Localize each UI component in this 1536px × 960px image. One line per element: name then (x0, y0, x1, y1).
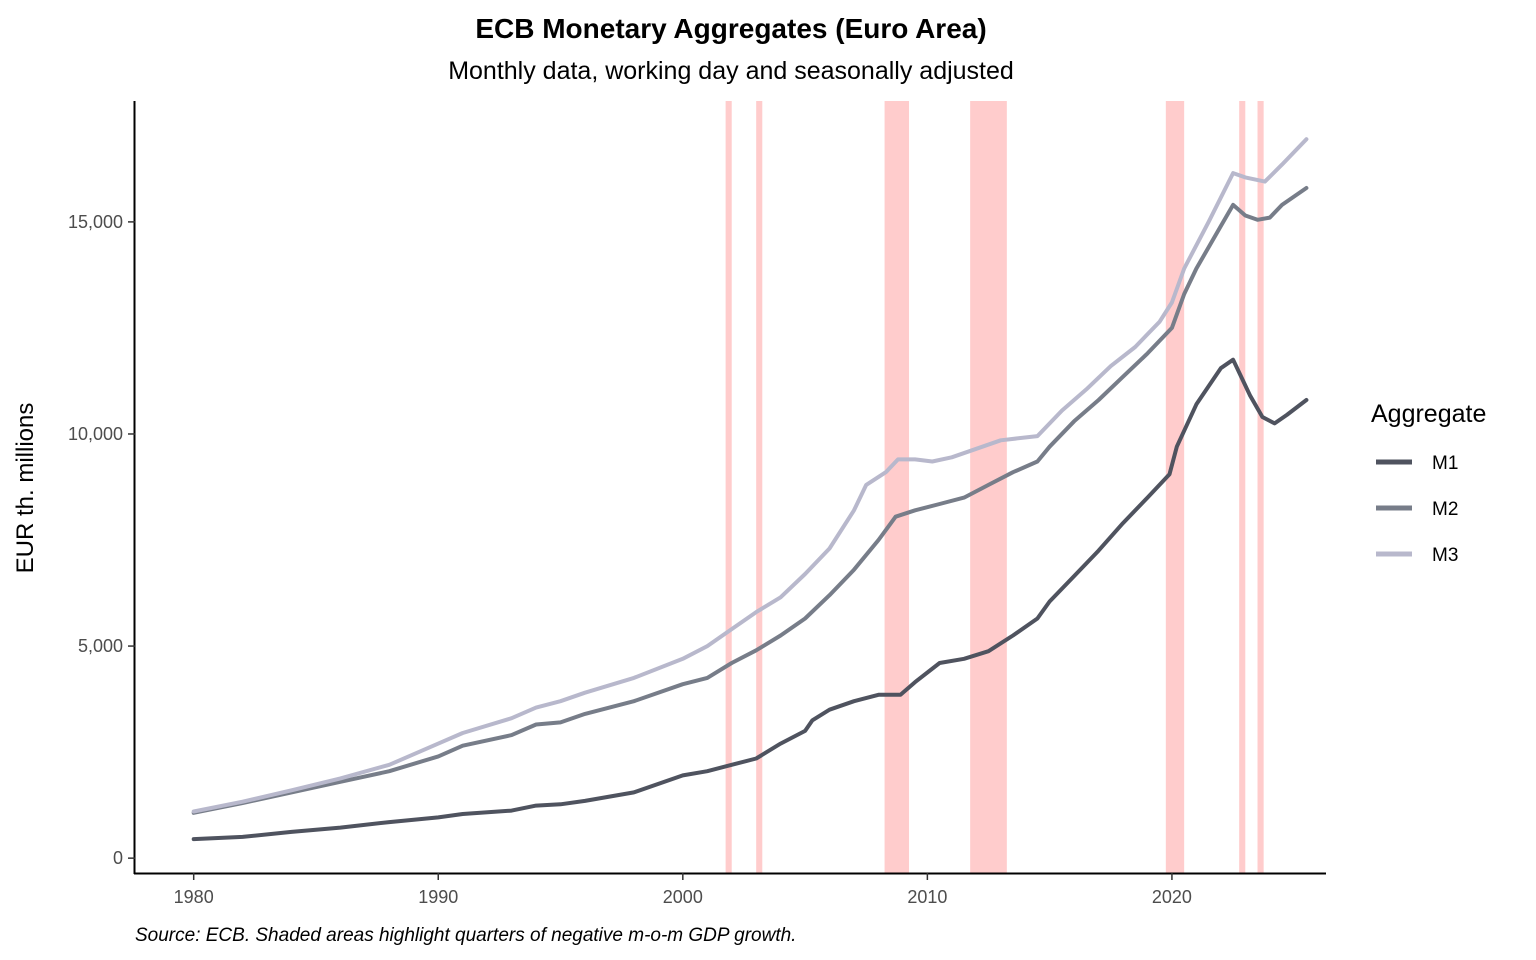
shaded-period-5 (1165, 101, 1185, 873)
series-lines (191, 137, 1309, 842)
legend-items: M1 M2 M3 (1376, 453, 1458, 566)
y-axis-label: EUR th. millions (12, 403, 39, 574)
shaded-period-2 (756, 101, 763, 873)
legend-label-m2: M2 (1432, 499, 1458, 520)
y-tick-label: 15,000 (68, 212, 123, 232)
chart-title: ECB Monetary Aggregates (Euro Area) (475, 13, 986, 44)
x-tick-label: 2020 (1152, 887, 1192, 907)
legend-title: Aggregate (1371, 400, 1486, 428)
legend-label-m3: M3 (1432, 545, 1458, 566)
shaded-period-3 (884, 101, 910, 873)
recession-shading (725, 101, 1264, 873)
x-tick-label: 1990 (418, 887, 458, 907)
x-tick-label: 2010 (907, 887, 947, 907)
legend-label-m1: M1 (1432, 453, 1458, 474)
series-line-m3 (191, 137, 1309, 814)
chart-subtitle: Monthly data, working day and seasonally… (448, 57, 1014, 85)
y-tick-label: 0 (113, 848, 123, 868)
x-tick-label: 1980 (174, 887, 214, 907)
y-tick-label: 5,000 (78, 636, 123, 656)
chart-caption: Source: ECB. Shaded areas highlight quar… (135, 925, 796, 946)
shaded-period-6 (1239, 101, 1246, 873)
legend: Aggregate M1 M2 M3 (1371, 400, 1486, 566)
shaded-period-7 (1257, 101, 1264, 873)
series-line-m2 (191, 186, 1309, 815)
x-tick-label: 2000 (663, 887, 703, 907)
series-line-m1 (191, 357, 1309, 842)
shaded-period-1 (725, 101, 732, 873)
x-axis-ticks: 1980 1990 2000 2010 2020 (174, 873, 1192, 907)
y-tick-label: 10,000 (68, 424, 123, 444)
y-axis-ticks: 0 5,000 10,000 15,000 (68, 212, 135, 868)
